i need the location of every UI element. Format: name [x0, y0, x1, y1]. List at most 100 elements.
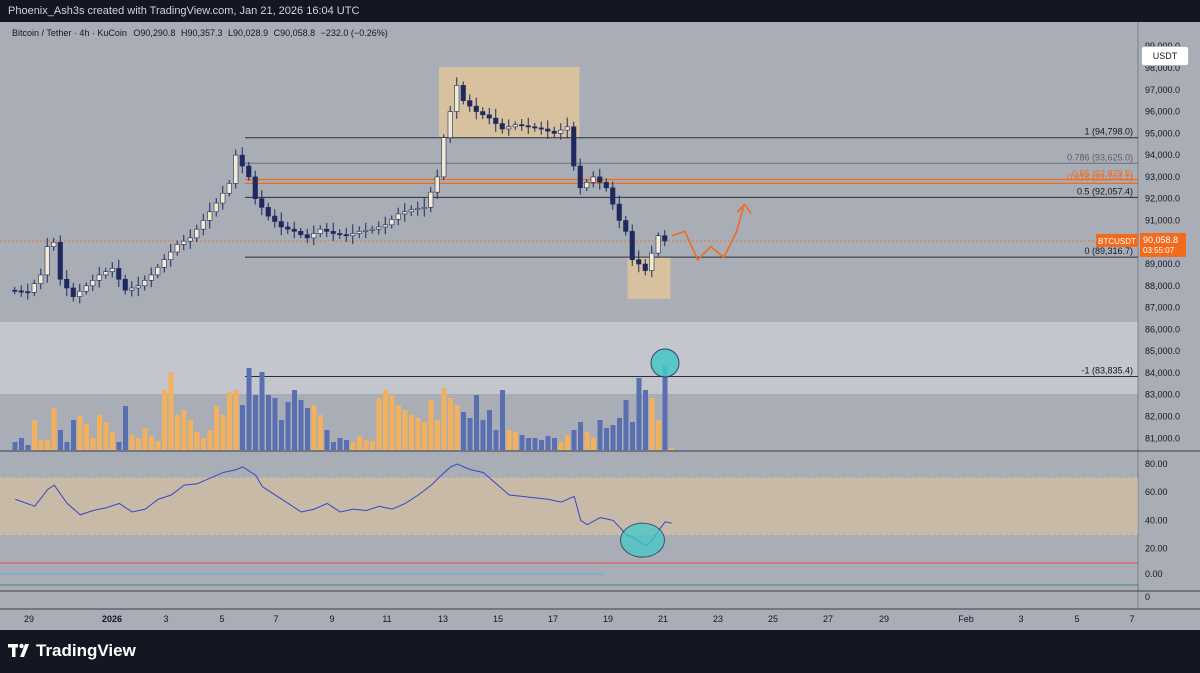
- volume-spike-circle: [650, 348, 680, 378]
- candle-body: [655, 235, 661, 254]
- candle-body: [356, 231, 362, 234]
- candle-body: [506, 126, 512, 130]
- volume-bar: [25, 445, 31, 450]
- time-tick-label: 21: [658, 614, 668, 624]
- volume-bar: [506, 430, 512, 450]
- candle-body: [252, 176, 258, 199]
- volume-bar: [422, 422, 427, 450]
- candle-body: [103, 271, 109, 276]
- high-value: H90,357.3: [181, 28, 223, 38]
- candle-body: [525, 125, 531, 128]
- tradingview-logo-icon: [8, 643, 29, 657]
- candle-body: [116, 268, 122, 280]
- volume-bar: [110, 432, 115, 450]
- candle-body: [441, 137, 447, 178]
- candle-body: [454, 85, 460, 112]
- candle-body: [447, 111, 453, 138]
- candle-body: [460, 85, 466, 101]
- volume-bar: [370, 441, 375, 450]
- candle-body: [148, 274, 154, 281]
- candle-body: [350, 233, 356, 237]
- volume-bar: [513, 432, 518, 450]
- candle-body: [402, 211, 408, 215]
- rsi-tick-label: 20.00: [1145, 544, 1168, 554]
- volume-bar: [558, 442, 564, 450]
- candle-body: [616, 203, 622, 221]
- volume-bar: [441, 388, 447, 450]
- candle-body: [571, 126, 577, 167]
- candle-body: [415, 208, 421, 210]
- currency-selector-button[interactable]: USDT: [1141, 46, 1189, 66]
- last-price-symbol-label: BTCUSDT: [1098, 237, 1136, 246]
- volume-bar: [19, 438, 24, 450]
- tradingview-logo[interactable]: TradingView: [8, 641, 136, 661]
- volume-bar: [71, 420, 76, 450]
- chart-canvas[interactable]: Bitcoin / Tether · 4h · KuCoin O90,290.8…: [0, 22, 1200, 630]
- last-price-countdown: 03:55:07: [1143, 246, 1175, 255]
- volume-bar: [266, 395, 271, 450]
- rsi-line: [15, 463, 672, 547]
- volume-bar: [350, 442, 356, 450]
- volume-bar: [643, 390, 648, 450]
- volume-bar: [383, 390, 388, 450]
- candle-body: [564, 126, 570, 131]
- volume-bar: [552, 438, 557, 450]
- volume-bar: [526, 438, 531, 450]
- symbol-legend: Bitcoin / Tether · 4h · KuCoin O90,290.8…: [12, 28, 388, 38]
- volume-bar: [409, 415, 414, 450]
- volume-bar: [357, 436, 362, 450]
- volume-bar: [539, 440, 544, 450]
- candle-body: [337, 233, 343, 236]
- candle-body: [395, 213, 401, 220]
- volume-bar: [591, 438, 596, 450]
- candle-body: [597, 176, 603, 183]
- time-tick-label: 29: [879, 614, 889, 624]
- volume-bar: [116, 442, 122, 450]
- volume-bar: [669, 448, 674, 450]
- volume-bar: [584, 432, 590, 450]
- candle-body: [51, 241, 57, 247]
- time-tick-label: 7: [273, 614, 278, 624]
- fib-level-label: 0 (89,316.7): [1084, 246, 1133, 256]
- volume-bar: [162, 390, 167, 450]
- low-value: L90,028.9: [228, 28, 268, 38]
- fib-level-label: 0.618 (92,704.1): [1067, 172, 1133, 182]
- volume-bar: [337, 438, 343, 450]
- volume-bar: [12, 442, 18, 450]
- volume-bar: [467, 418, 473, 450]
- time-tick-label: 13: [438, 614, 448, 624]
- time-tick-label: 27: [823, 614, 833, 624]
- bottom-demand-box: [627, 257, 671, 299]
- price-tick-label: 84,000.0: [1145, 368, 1180, 378]
- brand-name: TradingView: [36, 641, 136, 660]
- candle-body: [467, 100, 473, 107]
- candle-body: [12, 289, 18, 292]
- volume-bar: [474, 395, 479, 450]
- volume-bar: [305, 408, 310, 450]
- candle-body: [382, 224, 388, 228]
- candle-body: [207, 211, 213, 221]
- candle-body: [174, 244, 180, 253]
- price-tick-label: 87,000.0: [1145, 303, 1180, 313]
- price-tick-label: 81,000.0: [1145, 433, 1180, 443]
- time-tick-label: 11: [382, 614, 391, 624]
- volume-bar: [578, 422, 583, 450]
- candle-body: [330, 231, 336, 234]
- candle-body: [298, 231, 304, 235]
- fib-level-label: 0.5 (92,057.4): [1077, 186, 1133, 196]
- chart-area[interactable]: Bitcoin / Tether · 4h · KuCoin O90,290.8…: [0, 22, 1200, 630]
- volume-bar: [623, 400, 629, 450]
- change-value: −232.0 (−0.26%): [321, 28, 388, 38]
- candle-body: [623, 220, 629, 232]
- volume-bar: [435, 420, 440, 450]
- volume-bar: [188, 420, 193, 450]
- candle-body: [642, 263, 648, 271]
- candle-body: [96, 274, 102, 281]
- volume-bar: [90, 438, 96, 450]
- candle-body: [220, 192, 226, 204]
- volume-bar: [285, 402, 291, 450]
- candle-body: [83, 285, 89, 292]
- volume-bar: [253, 395, 258, 450]
- volume-bar: [272, 398, 278, 450]
- volume-bar: [396, 405, 401, 450]
